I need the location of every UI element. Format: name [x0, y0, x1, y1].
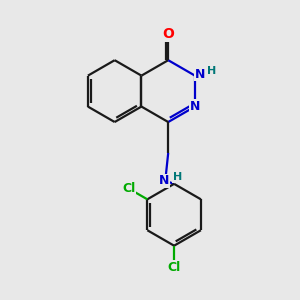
- Text: N: N: [195, 68, 206, 81]
- Text: Cl: Cl: [122, 182, 135, 195]
- Text: H: H: [173, 172, 182, 182]
- Text: Cl: Cl: [167, 261, 181, 274]
- Text: H: H: [207, 66, 216, 76]
- Text: O: O: [162, 27, 174, 41]
- Text: N: N: [190, 100, 200, 113]
- Text: N: N: [159, 174, 169, 187]
